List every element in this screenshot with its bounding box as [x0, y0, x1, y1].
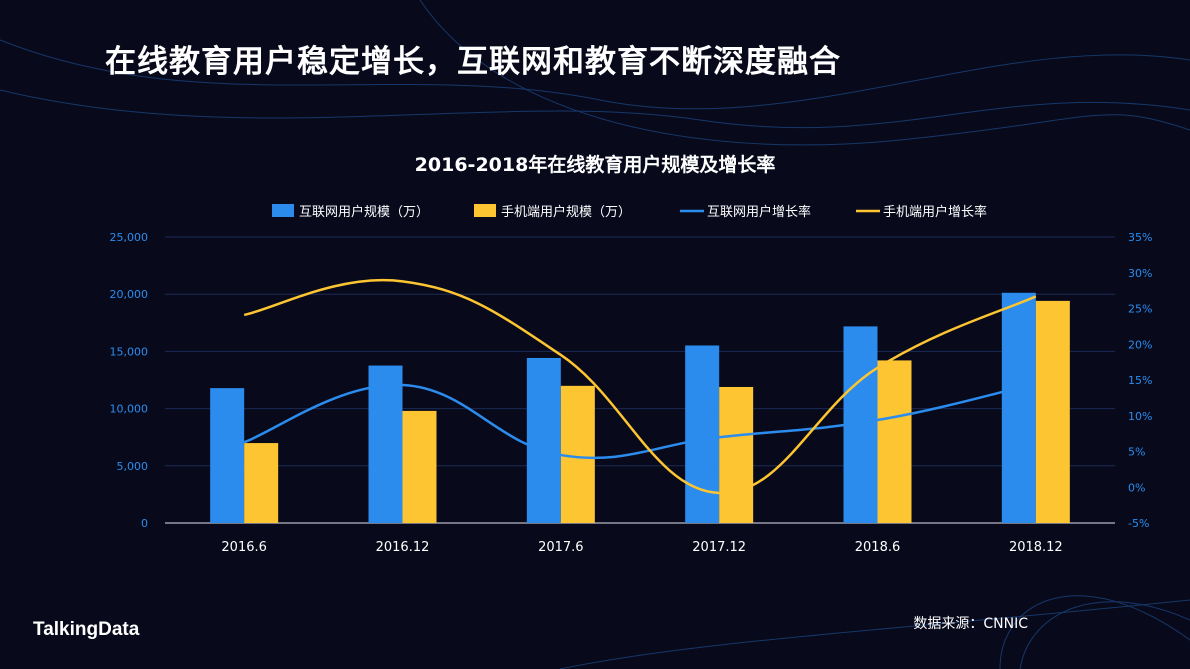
y-left-tick-label: 25,000	[110, 231, 149, 244]
bar-mobile	[877, 360, 912, 523]
legend-item: 手机端用户规模（万）	[474, 204, 631, 220]
chart-title: 2016-2018年在线教育用户规模及增长率	[414, 154, 776, 176]
x-tick-label: 2016.6	[221, 540, 267, 555]
y-right-tick-label: 20%	[1128, 338, 1152, 351]
line-internet-growth	[243, 382, 1037, 460]
x-tick-label: 2017.12	[692, 540, 746, 555]
y-left-tick-label: 5,000	[117, 460, 149, 473]
bar-mobile	[560, 385, 595, 523]
y-right-tick-label: 25%	[1128, 303, 1152, 316]
x-tick-label: 2016.12	[376, 540, 430, 555]
y-right-tick-label: -5%	[1128, 517, 1149, 530]
legend-swatch	[474, 204, 496, 217]
x-tick-label: 2018.12	[1009, 540, 1063, 555]
legend-label: 手机端用户增长率	[883, 204, 987, 220]
talkingdata-logo: TalkingData	[33, 619, 140, 640]
y-right-tick-label: 15%	[1128, 374, 1152, 387]
legend-item: 互联网用户规模（万）	[272, 204, 429, 220]
legend-label: 手机端用户规模（万）	[501, 204, 631, 220]
line-mobile-growth	[243, 278, 1037, 495]
y-left-tick-label: 0	[141, 517, 148, 530]
x-tick-label: 2018.6	[855, 540, 901, 555]
x-tick-label: 2017.6	[538, 540, 584, 555]
bar-internet	[368, 365, 403, 523]
bar-mobile	[244, 443, 279, 523]
legend-label: 互联网用户规模（万）	[299, 204, 429, 220]
y-right-tick-label: 35%	[1128, 231, 1152, 244]
bar-mobile	[402, 410, 437, 523]
y-left-tick-label: 15,000	[110, 345, 149, 358]
y-right-tick-label: 0%	[1128, 481, 1145, 494]
y-left-tick-label: 20,000	[110, 288, 149, 301]
y-right-tick-label: 5%	[1128, 446, 1145, 459]
bar-internet	[1001, 292, 1036, 523]
legend-swatch	[272, 204, 294, 217]
bar-mobile	[719, 386, 754, 523]
bar-internet	[526, 357, 561, 523]
bar-internet	[685, 345, 720, 523]
legend-item: 互联网用户增长率	[680, 204, 811, 220]
y-right-tick-label: 30%	[1128, 267, 1152, 280]
bar-internet	[210, 388, 245, 523]
legend-label: 互联网用户增长率	[707, 204, 811, 220]
y-right-tick-label: 10%	[1128, 410, 1152, 423]
legend-item: 手机端用户增长率	[856, 204, 987, 220]
data-source: 数据来源：CNNIC	[913, 616, 1028, 632]
y-left-tick-label: 10,000	[110, 403, 149, 416]
bar-mobile	[1035, 300, 1070, 523]
page-title: 在线教育用户稳定增长，互联网和教育不断深度融合	[105, 44, 841, 80]
